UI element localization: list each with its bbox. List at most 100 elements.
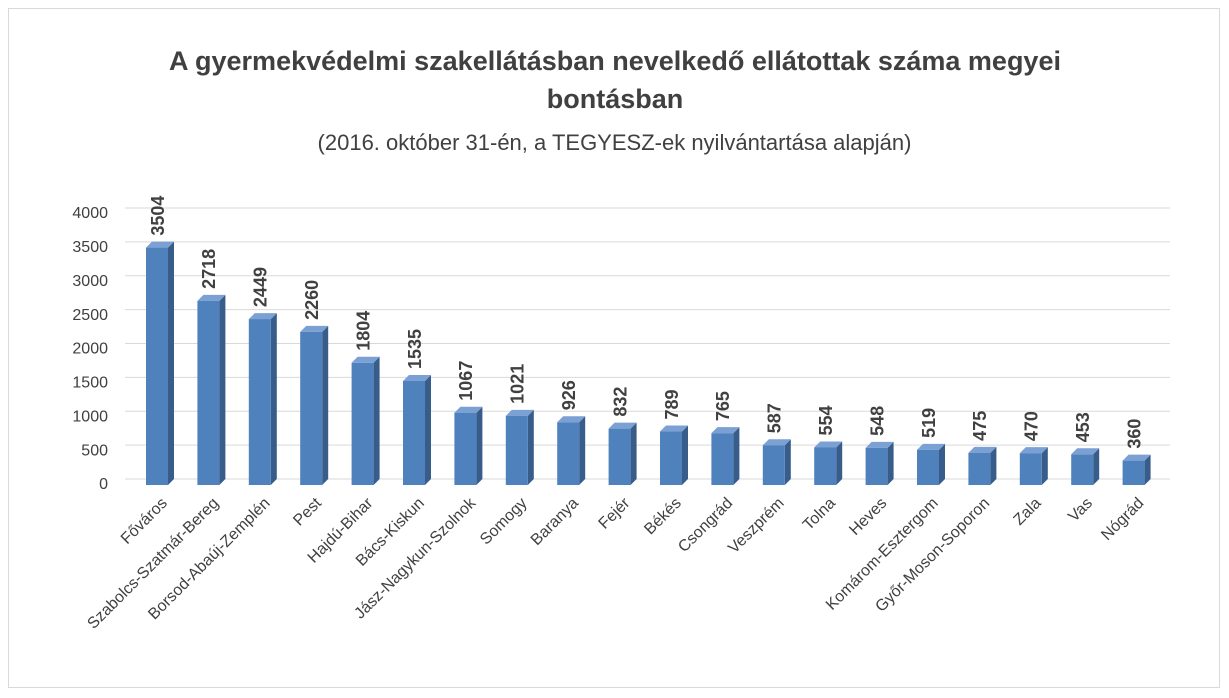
y-tick-label: 3000: [72, 273, 108, 290]
bar-top: [1019, 447, 1048, 454]
bar-side: [630, 422, 637, 485]
bar: [968, 452, 991, 485]
x-tick-label: Baranya: [528, 495, 582, 549]
bar-top: [248, 313, 277, 320]
bar-side: [887, 441, 894, 485]
chart-subtitle: (2016. október 31-én, a TEGYESZ-ek nyilv…: [317, 130, 912, 155]
bar: [1019, 453, 1042, 485]
x-tick-label: Heves: [846, 495, 890, 539]
y-tick-label: 4000: [72, 205, 108, 222]
x-tick-label: Pest: [290, 494, 325, 529]
value-label: 2718: [199, 249, 219, 289]
x-tick-label: Fejér: [596, 494, 634, 532]
value-label: 765: [713, 391, 733, 421]
bar-top: [917, 443, 945, 450]
value-label: 1804: [353, 311, 373, 351]
bar: [865, 447, 888, 485]
y-tick-label: 1500: [72, 375, 108, 392]
bar: [608, 428, 631, 485]
bar-top: [146, 241, 174, 248]
x-tick-label: Veszprém: [725, 495, 787, 557]
bar-top: [300, 325, 329, 332]
bar-side: [219, 294, 226, 485]
bar-top: [865, 441, 894, 448]
value-label: 587: [765, 403, 785, 433]
bar-side: [579, 416, 586, 485]
bar: [505, 415, 528, 485]
x-tick-label: Nógrád: [1098, 495, 1147, 544]
bar-side: [270, 313, 277, 485]
bar-top: [557, 416, 586, 423]
value-label: 453: [1073, 412, 1093, 442]
value-label: 2260: [302, 280, 322, 320]
bar: [351, 362, 374, 485]
x-tick-label: Vas: [1065, 495, 1096, 526]
y-tick-label: 500: [81, 442, 108, 459]
value-label: 832: [610, 387, 630, 417]
value-label: 1067: [456, 361, 476, 401]
bar: [557, 422, 580, 485]
bar: [454, 412, 477, 485]
bar-side: [990, 446, 997, 485]
bar-side: [527, 409, 534, 485]
bar-side: [1093, 448, 1100, 485]
y-tick-label: 0: [99, 476, 108, 493]
bar-side: [733, 427, 740, 485]
bar-top: [762, 439, 791, 446]
bar-top: [968, 446, 997, 453]
bar-top: [660, 425, 688, 432]
chart-frame: [8, 8, 1220, 688]
value-label: 1021: [508, 364, 528, 404]
bar-side: [1144, 454, 1151, 485]
value-label: 519: [919, 408, 939, 438]
bar-top: [351, 356, 380, 363]
bar-side: [168, 241, 174, 485]
bar-top: [711, 427, 740, 434]
bar: [197, 300, 220, 485]
value-label: 470: [1022, 411, 1042, 441]
value-label: 1535: [405, 329, 425, 369]
value-label: 360: [1124, 419, 1144, 449]
y-tick-label: 3500: [72, 239, 108, 256]
value-label: 926: [559, 380, 579, 410]
y-tick-label: 2500: [72, 307, 108, 324]
bar: [1071, 454, 1094, 485]
x-tick-label: Békés: [641, 495, 684, 538]
bar: [660, 431, 682, 485]
bar-top: [505, 409, 534, 416]
x-tick-label: Főváros: [118, 495, 171, 548]
bar: [1122, 460, 1145, 485]
bar: [711, 433, 734, 485]
value-label: 475: [970, 411, 990, 441]
value-label: 554: [816, 405, 836, 435]
bar: [248, 319, 271, 485]
bar-side: [939, 443, 945, 485]
bar-side: [1041, 447, 1048, 485]
bar: [762, 445, 785, 485]
bar-side: [425, 375, 431, 485]
bar-top: [608, 422, 637, 429]
y-tick-label: 2000: [72, 341, 108, 358]
bar: [403, 381, 425, 485]
value-label: 2449: [251, 267, 271, 307]
bar-top: [814, 441, 843, 448]
bar-side: [373, 356, 380, 485]
bar: [146, 247, 168, 485]
bar-top: [454, 406, 483, 413]
y-tick-label: 1000: [72, 408, 108, 425]
x-tick-label: Somogy: [477, 495, 531, 549]
bar-side: [322, 325, 329, 485]
x-tick-label: Zala: [1011, 495, 1045, 529]
value-label: 3504: [148, 196, 168, 236]
bar-side: [476, 406, 483, 485]
chart-title: A gyermekvédelmi szakellátásban nevelked…: [169, 46, 1061, 114]
bar-top: [1071, 448, 1100, 455]
bar-top: [1122, 454, 1151, 461]
bar: [814, 447, 837, 485]
bar-top: [197, 294, 226, 301]
value-label: 548: [867, 406, 887, 436]
bar-top: [403, 375, 431, 382]
bar-side: [682, 425, 688, 485]
